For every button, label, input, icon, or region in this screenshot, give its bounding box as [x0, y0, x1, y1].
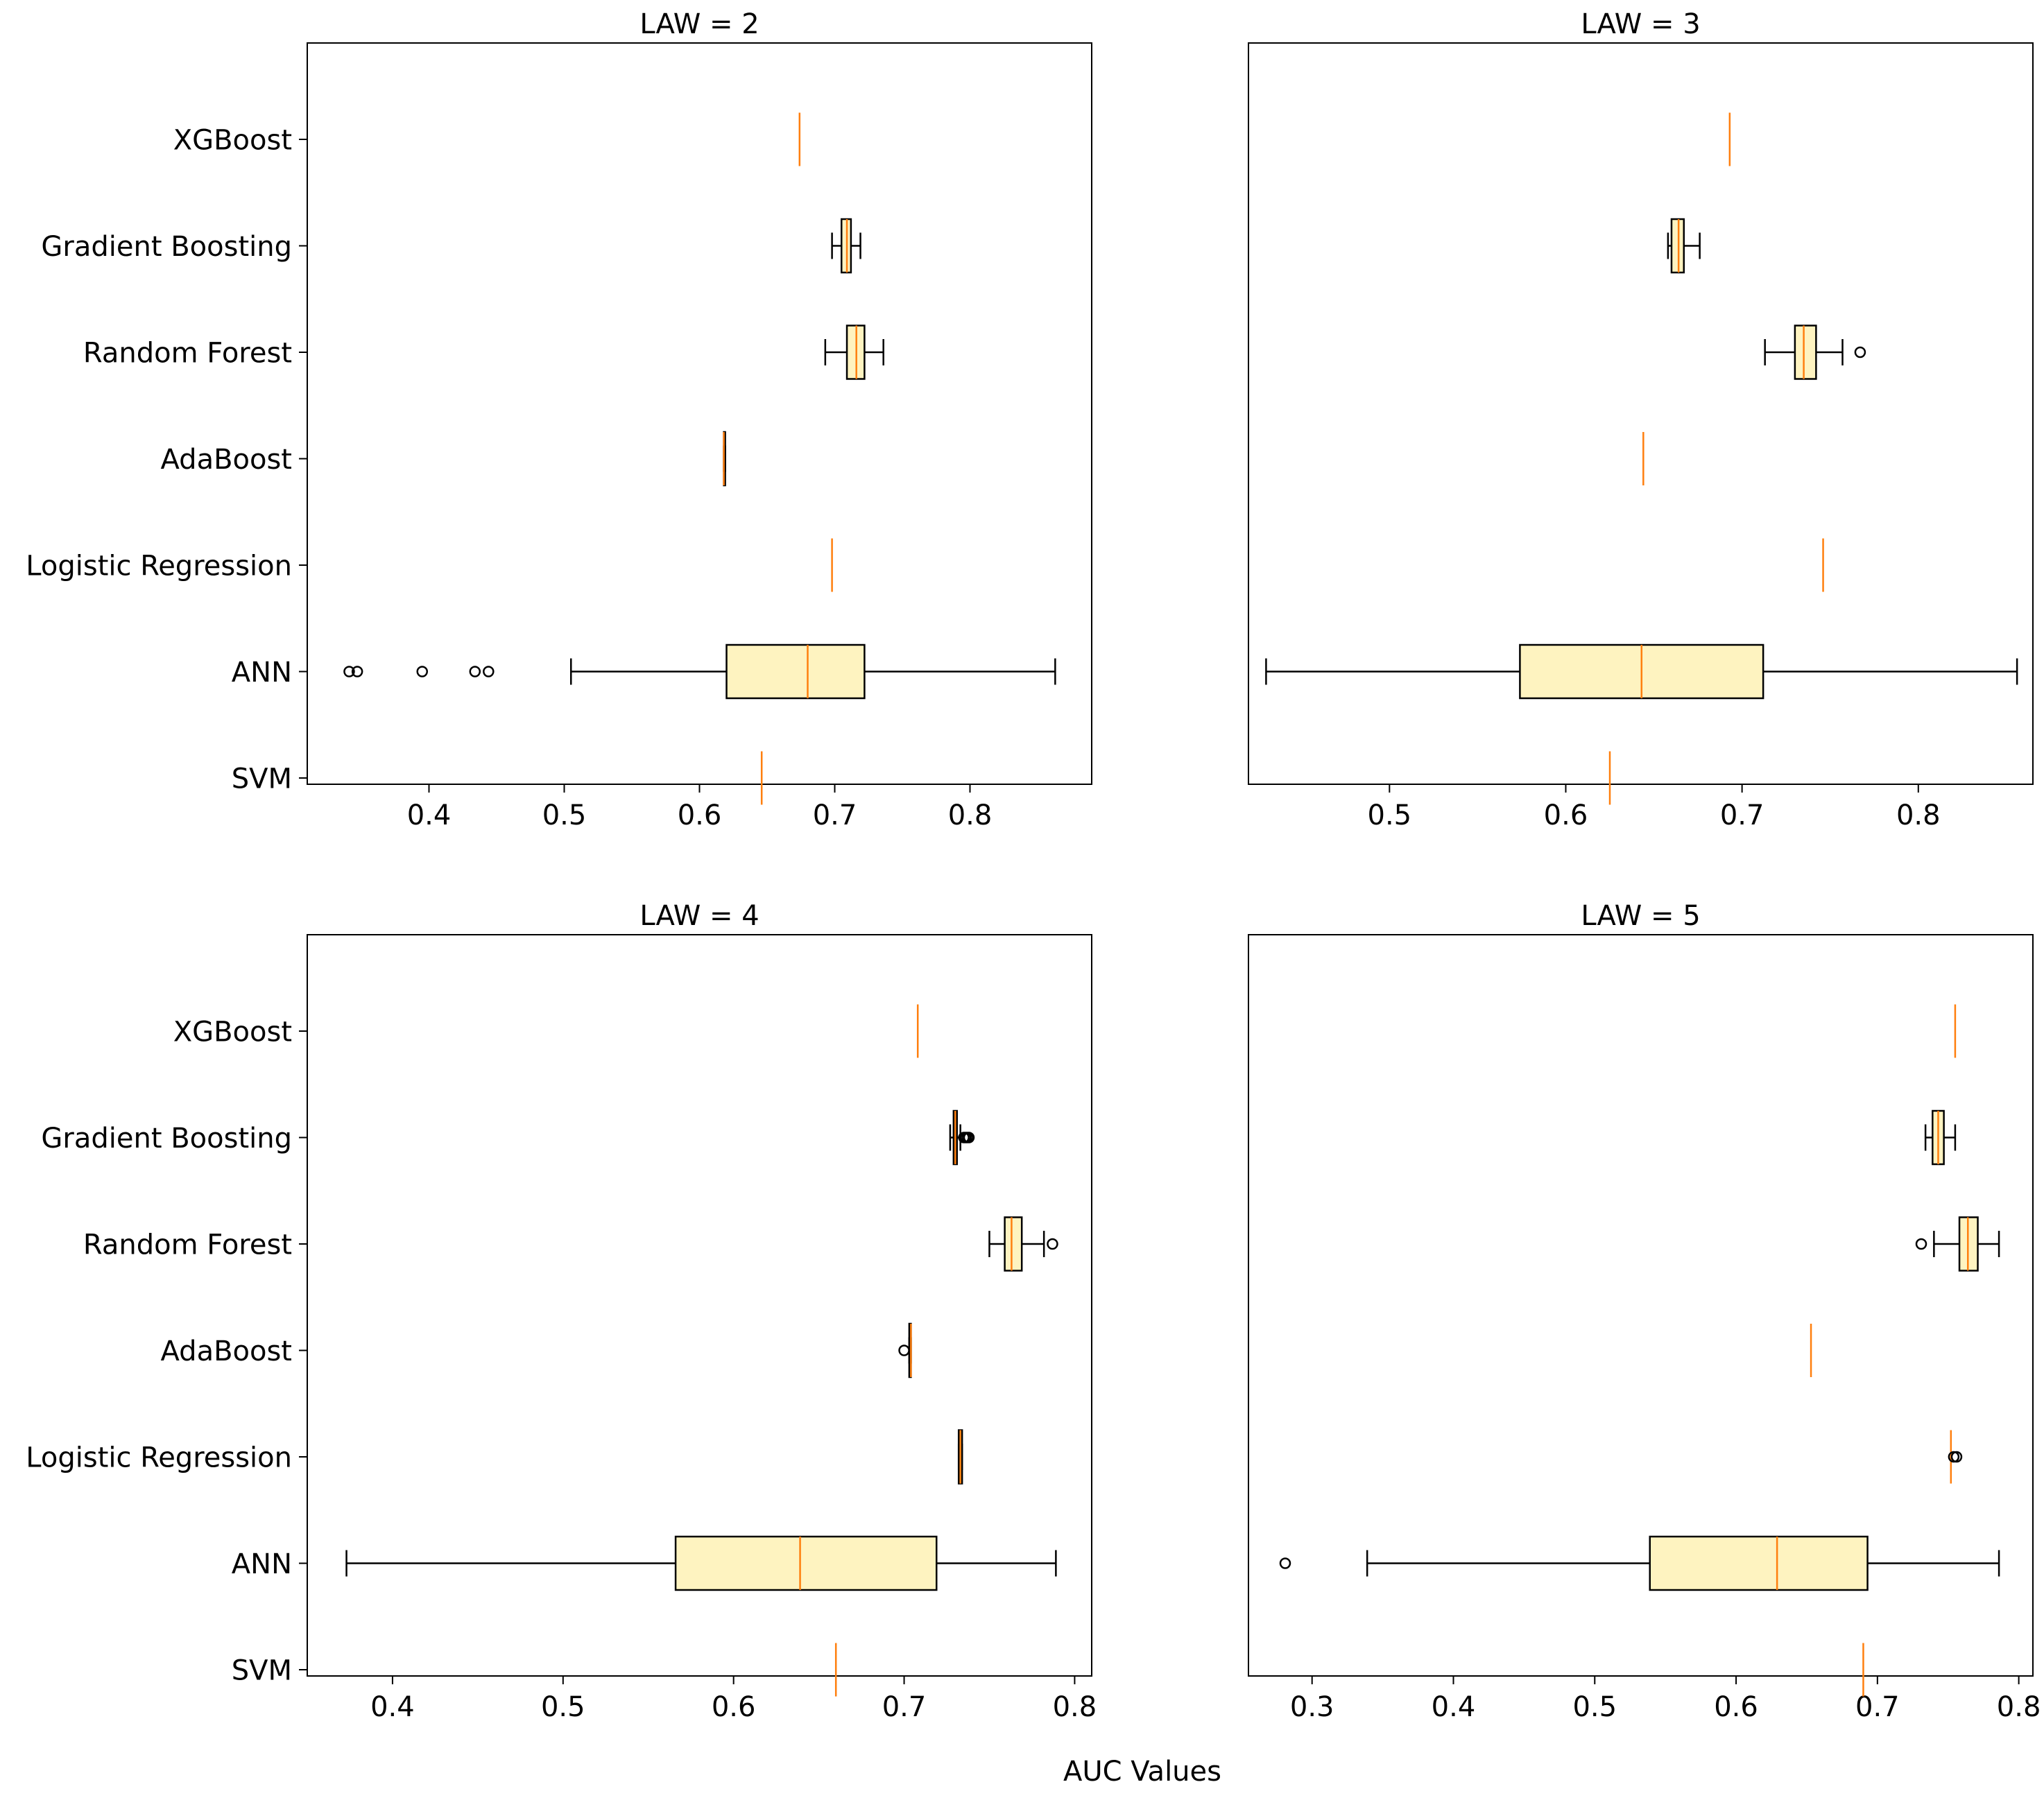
x-tick-label: 0.7	[882, 1691, 927, 1723]
y-tick-label: Gradient Boosting	[41, 1123, 292, 1155]
x-tick-label: 0.4	[370, 1691, 415, 1723]
y-tick-label: XGBoost	[173, 124, 292, 156]
box-iqr	[725, 643, 866, 700]
panels: LAW = 2 0.4 0.5 0.6 0.7 0.8 XGBoost Gradient Bo…	[26, 8, 2041, 1723]
outlier-point	[1279, 1557, 1291, 1569]
box-ann	[1279, 1535, 2000, 1591]
y-tick-label: Random Forest	[83, 337, 292, 369]
outlier-point	[416, 666, 428, 677]
x-tick-label: 0.4	[1432, 1691, 1476, 1723]
x-tick-label: 0.6	[678, 799, 722, 831]
x-tick-label: 0.7	[1855, 1691, 1900, 1723]
box-gradient-boosting	[1924, 1109, 1957, 1166]
x-tick-label: 0.7	[1720, 799, 1764, 831]
x-tick-label: 0.3	[1290, 1691, 1334, 1723]
box-random-forest	[988, 1216, 1058, 1272]
x-tick-label: 0.5	[541, 1691, 585, 1723]
panel-title: LAW = 4	[639, 900, 759, 932]
outlier-point	[1950, 1451, 1963, 1463]
outlier-point	[1047, 1238, 1058, 1250]
x-tick-label: 0.5	[1368, 799, 1412, 831]
box-iqr	[1794, 325, 1817, 380]
box-ann	[345, 1535, 1057, 1591]
box-random-forest	[1764, 325, 1866, 380]
panel-law-3: LAW = 3 0.5 0.6 0.7 0.8	[1248, 8, 2034, 831]
y-tick-label: ANN	[232, 1548, 292, 1580]
outlier-point	[351, 666, 363, 677]
box-adaboost	[898, 1322, 912, 1378]
axes-frame	[1248, 42, 2034, 785]
x-tick-label: 0.6	[1714, 1691, 1758, 1723]
y-tick-label: SVM	[232, 763, 292, 795]
y-tick-label: ANN	[232, 657, 292, 689]
x-tick-label: 0.8	[948, 799, 993, 831]
box-gradient-boosting	[949, 1109, 975, 1166]
x-tick-label: 0.8	[1053, 1691, 1097, 1723]
box-iqr	[1670, 218, 1685, 274]
y-tick-label: SVM	[232, 1654, 292, 1686]
y-tick-label: Random Forest	[83, 1229, 292, 1261]
x-tick-label: 0.6	[712, 1691, 756, 1723]
panel-title: LAW = 3	[1581, 8, 1700, 40]
box-ann	[343, 643, 1056, 700]
figure-xlabel: AUC Values	[1063, 1756, 1221, 1788]
y-tick-label: AdaBoost	[161, 444, 292, 476]
box-ann	[1265, 643, 2018, 700]
x-tick-label: 0.8	[1997, 1691, 2041, 1723]
x-tick-label: 0.8	[1896, 799, 1941, 831]
box-logistic-regression	[1948, 1430, 1963, 1484]
box-iqr	[674, 1535, 938, 1591]
outlier-point	[343, 666, 355, 677]
panel-title: LAW = 2	[639, 8, 759, 40]
panel-law-2: LAW = 2 0.4 0.5 0.6 0.7 0.8 XGBoost Gradient Bo…	[26, 8, 1092, 831]
y-tick-label: AdaBoost	[161, 1335, 292, 1367]
x-tick-label: 0.7	[813, 799, 857, 831]
outlier-point	[469, 666, 481, 677]
panel-title: LAW = 5	[1581, 900, 1700, 932]
box-gradient-boosting	[831, 218, 861, 274]
x-tick-label: 0.6	[1544, 799, 1588, 831]
y-tick-label: Logistic Regression	[26, 550, 292, 582]
box-random-forest	[824, 325, 884, 380]
box-iqr	[1004, 1216, 1023, 1272]
box-logistic-regression	[957, 1429, 963, 1485]
panel-law-4: LAW = 4 0.4 0.5 0.6 0.7 0.8 XGBoost Gradient Bo…	[26, 900, 1097, 1723]
panel-law-5: LAW = 5 0.3 0.4 0.5 0.6 0.7 0.8	[1248, 900, 2041, 1723]
y-tick-label: Gradient Boosting	[41, 231, 292, 263]
axes-frame	[1248, 934, 2034, 1677]
outlier-point	[963, 1132, 975, 1143]
axes-frame	[307, 934, 1092, 1677]
x-tick-label: 0.5	[542, 799, 587, 831]
x-tick-label: 0.5	[1572, 1691, 1617, 1723]
outlier-point	[483, 666, 495, 677]
box-iqr	[1649, 1535, 1869, 1591]
box-random-forest	[1915, 1216, 2000, 1272]
outlier-point	[1915, 1238, 1927, 1250]
box-gradient-boosting	[1667, 218, 1701, 274]
box-adaboost	[723, 431, 726, 487]
outlier-point	[1854, 346, 1866, 358]
y-tick-label: XGBoost	[173, 1016, 292, 1048]
x-tick-label: 0.4	[407, 799, 452, 831]
outlier-point	[898, 1345, 910, 1356]
y-tick-label: Logistic Regression	[26, 1442, 292, 1473]
